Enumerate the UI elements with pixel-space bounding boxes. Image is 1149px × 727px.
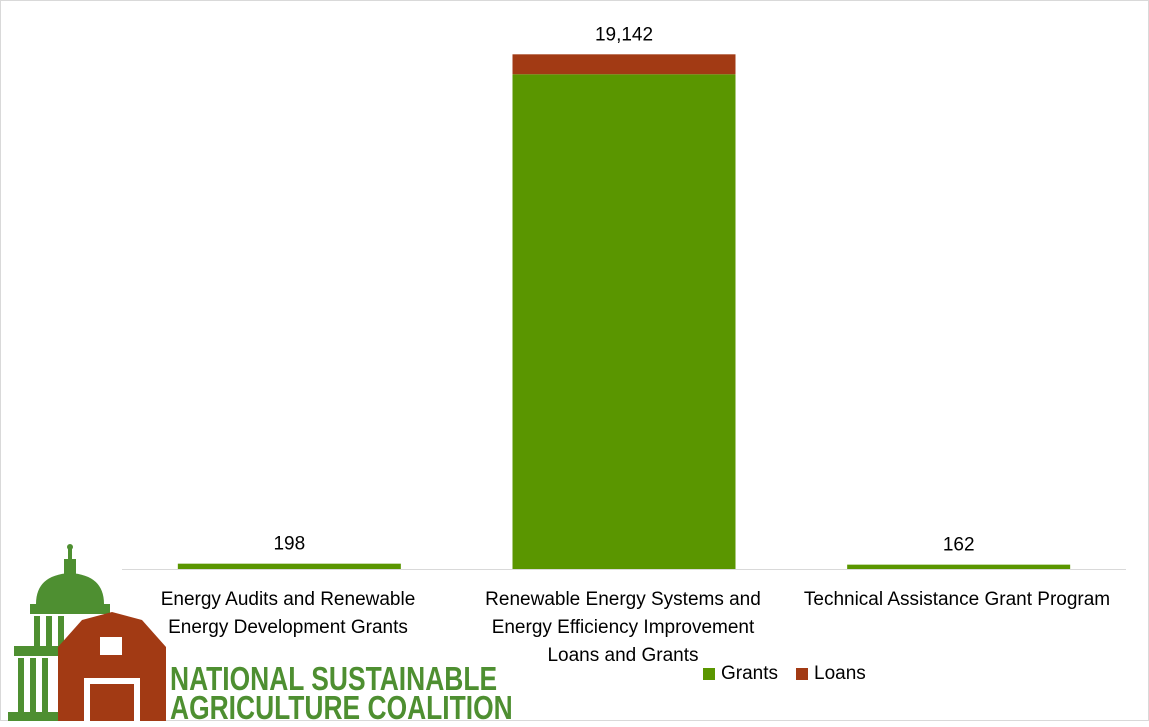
bar-grants-1 bbox=[177, 563, 401, 569]
legend-swatch-grants bbox=[703, 668, 715, 680]
legend-label-grants: Grants bbox=[721, 663, 779, 684]
category-label-3: Technical Assistance Grant Program bbox=[803, 589, 1111, 610]
legend: Grants Loans bbox=[703, 663, 884, 685]
data-label-3: 162 bbox=[943, 535, 975, 556]
legend-item-grants: Grants bbox=[703, 663, 778, 685]
bar-grants-3 bbox=[847, 564, 1071, 569]
bar-grants-2 bbox=[512, 74, 736, 569]
legend-swatch-loans bbox=[796, 668, 809, 680]
legend-label-loans: Loans bbox=[814, 663, 866, 684]
legend-item-loans: Loans bbox=[796, 663, 866, 685]
data-label-2: 19,142 bbox=[595, 24, 653, 45]
category-label-1: Energy Audits and Renewable Energy Devel… bbox=[160, 589, 416, 638]
bar-loans-2 bbox=[512, 54, 736, 75]
nsac-logo: NATIONAL SUSTAINABLE AGRICULTURE COALITI… bbox=[0, 542, 520, 726]
logo-text-line2: AGRICULTURE COALITION bbox=[170, 689, 513, 726]
logo-text-line1: NATIONAL SUSTAINABLE bbox=[170, 660, 498, 697]
category-label-2: Renewable Energy Systems and Energy Effi… bbox=[485, 589, 761, 666]
data-label-1: 198 bbox=[273, 534, 305, 555]
capitol-barn-icon bbox=[8, 544, 166, 721]
